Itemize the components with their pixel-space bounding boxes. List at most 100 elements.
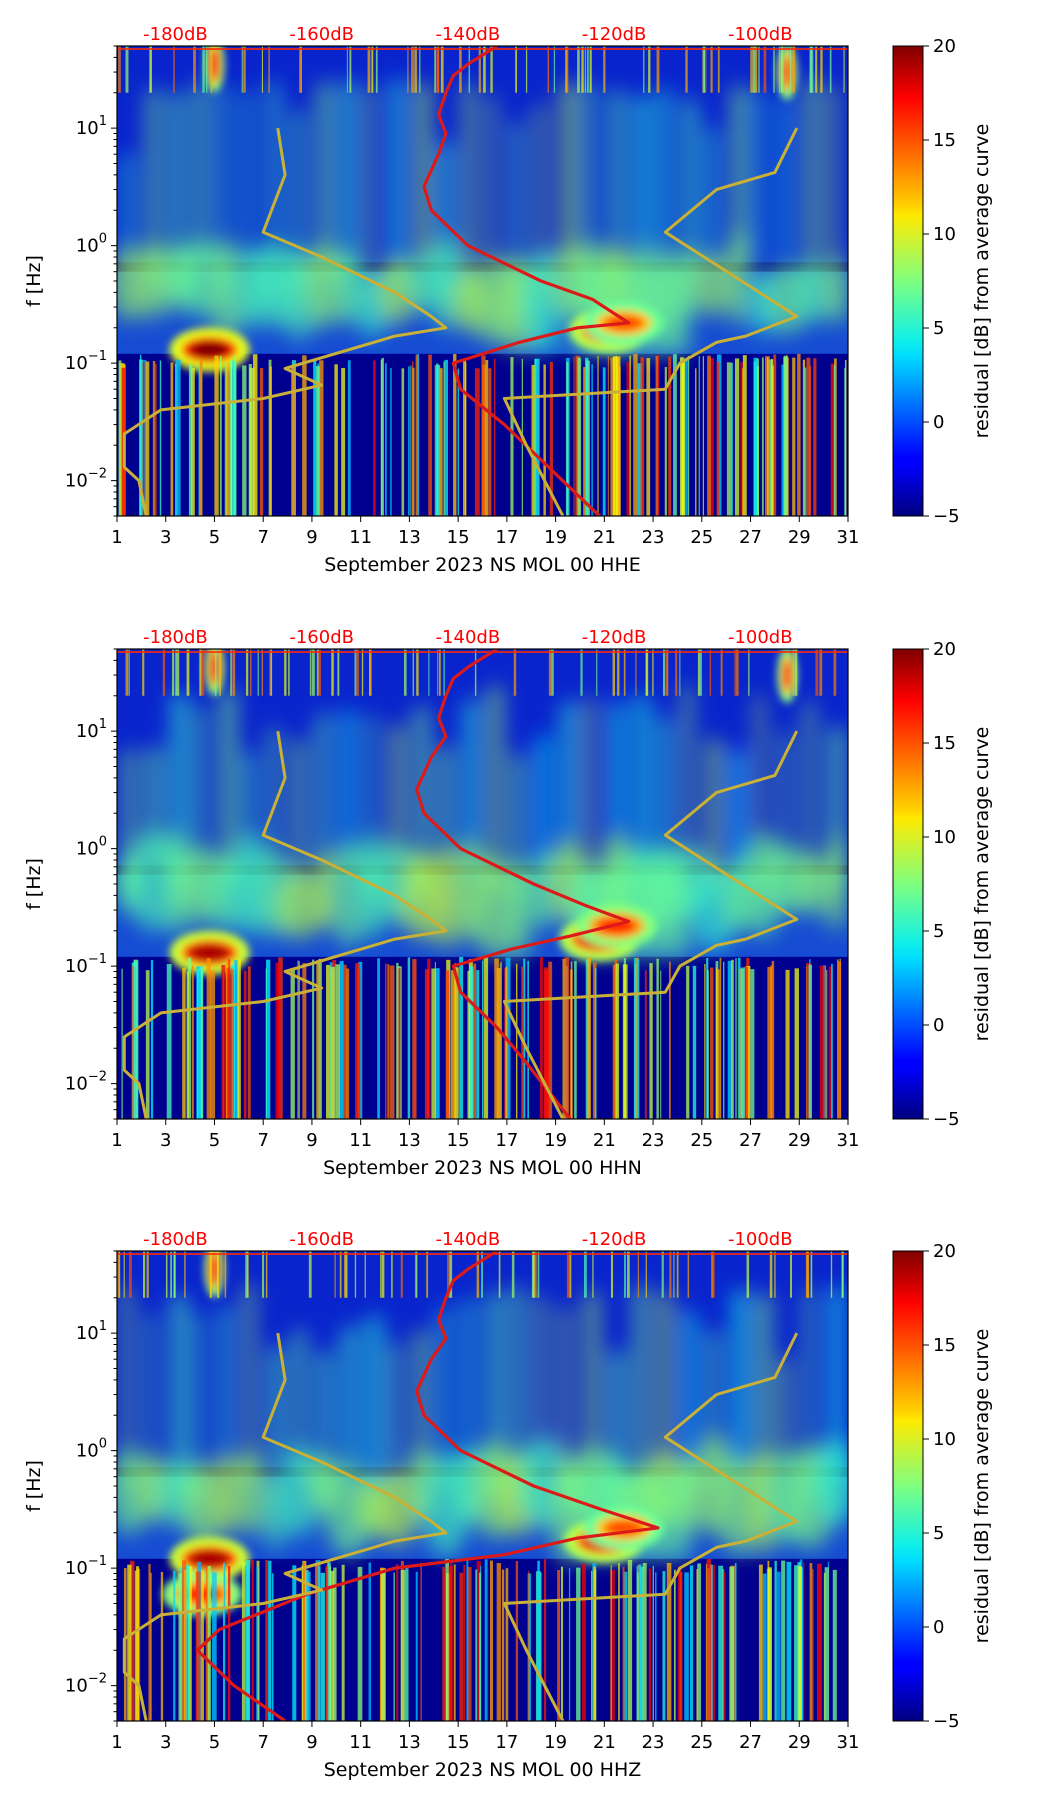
x-tick-label: 17 [495, 527, 518, 548]
x-tick-label: 7 [257, 1130, 268, 1151]
residual-blob [234, 1448, 268, 1536]
hf-streak [603, 46, 606, 93]
residual-streak [779, 97, 790, 262]
lf-streak [581, 1563, 586, 1721]
hf-streak [792, 46, 796, 93]
hf-streak [534, 1251, 537, 1298]
lf-streak [729, 1566, 735, 1721]
hf-streak [265, 1251, 268, 1298]
lf-streak [684, 1572, 689, 1721]
y-tick-base: 10 [65, 1676, 88, 1697]
lf-streak [373, 360, 376, 516]
residual-blob [210, 238, 243, 345]
residual-streak [463, 84, 475, 288]
y-tick-label: 100 [76, 1437, 107, 1462]
lf-streak [668, 356, 672, 516]
x-tick-label: 27 [739, 1130, 762, 1151]
lf-streak [697, 1563, 702, 1721]
lf-streak [482, 960, 484, 1119]
hot-spot-core [210, 50, 219, 79]
colorbar-tick-label: −5 [933, 506, 960, 527]
db-scale-label: -180dB [143, 1229, 208, 1250]
lf-streak [527, 960, 529, 1119]
lf-streak [681, 360, 685, 516]
x-tick-label: 11 [349, 1732, 372, 1753]
lf-streak [560, 1566, 564, 1721]
residual-streak [706, 127, 718, 269]
y-tick-base: 10 [65, 1074, 88, 1095]
residual-streak [268, 727, 279, 870]
lf-streak [207, 1565, 211, 1721]
residual-streak [633, 696, 651, 877]
hf-streak [810, 46, 814, 93]
lf-streak [347, 360, 351, 516]
residual-streak [170, 1296, 189, 1496]
lf-streak [792, 357, 796, 516]
hf-streak [717, 46, 720, 93]
colorbar-tick-label: 5 [933, 318, 944, 339]
noise-model-low-curve [122, 1332, 448, 1721]
hf-streak [645, 1251, 647, 1298]
lf-streak [521, 966, 523, 1119]
lf-streak [489, 1560, 494, 1721]
db-scale-label: -160dB [289, 1229, 354, 1250]
hf-streaks [125, 649, 837, 696]
residual-blob [211, 1452, 243, 1536]
hf-streak [468, 46, 471, 93]
lf-streak [704, 964, 706, 1119]
x-tick-label: 3 [160, 1130, 171, 1151]
psd-curve [195, 1251, 660, 1721]
lf-streak [655, 1572, 657, 1721]
lf-streak [173, 1570, 176, 1721]
hf-streak [569, 1251, 572, 1298]
lf-streak [607, 356, 609, 516]
hf-streak [656, 46, 660, 93]
hf-streak [752, 46, 756, 93]
lf-streak [803, 1562, 805, 1721]
hf-streak [412, 649, 414, 696]
lf-streak [591, 364, 593, 516]
hf-streak [142, 1251, 146, 1298]
lf-streak [844, 367, 846, 516]
lf-streak [723, 1571, 726, 1721]
lf-streak [702, 356, 704, 516]
hf-streak [820, 46, 823, 93]
lf-streak [320, 1572, 325, 1721]
lf-streak [210, 970, 216, 1119]
hf-streak [193, 46, 196, 93]
lf-streak [469, 966, 474, 1119]
lf-streak [333, 1567, 337, 1721]
colorbar-tick-label: −5 [933, 1109, 960, 1130]
hf-streak [268, 46, 270, 93]
x-tick-label: 3 [160, 527, 171, 548]
psd-curve [415, 649, 631, 1119]
residual-blob [725, 228, 751, 327]
y-tick-exponent: 0 [99, 232, 107, 247]
residual-streak [706, 739, 722, 886]
colorbar-tick-label: 5 [933, 1523, 944, 1544]
lf-streak [740, 361, 743, 516]
y-tick-label: 10−2 [65, 467, 107, 492]
psd-curve [422, 46, 631, 516]
residual-streak [804, 79, 819, 280]
lf-streak [272, 1573, 274, 1721]
lf-streak [831, 963, 833, 1119]
residual-streak [341, 1327, 359, 1471]
lf-streak [434, 365, 436, 516]
lf-streak [638, 1564, 642, 1721]
lf-streak [268, 1560, 272, 1721]
hf-streak [525, 46, 528, 93]
hf-streak [245, 1251, 248, 1298]
hf-streak [218, 1251, 220, 1298]
lf-streak [797, 353, 801, 516]
hf-streak [331, 649, 334, 696]
lf-streak [646, 358, 651, 516]
lf-streak [801, 1567, 803, 1721]
lf-streak [247, 966, 251, 1119]
x-tick-label: 31 [837, 1130, 860, 1151]
lf-streak [501, 1569, 505, 1721]
lf-streak [339, 961, 344, 1119]
residual-streak [121, 154, 133, 263]
noise-model-low-curve [122, 730, 448, 1119]
residual-streak [657, 717, 672, 869]
